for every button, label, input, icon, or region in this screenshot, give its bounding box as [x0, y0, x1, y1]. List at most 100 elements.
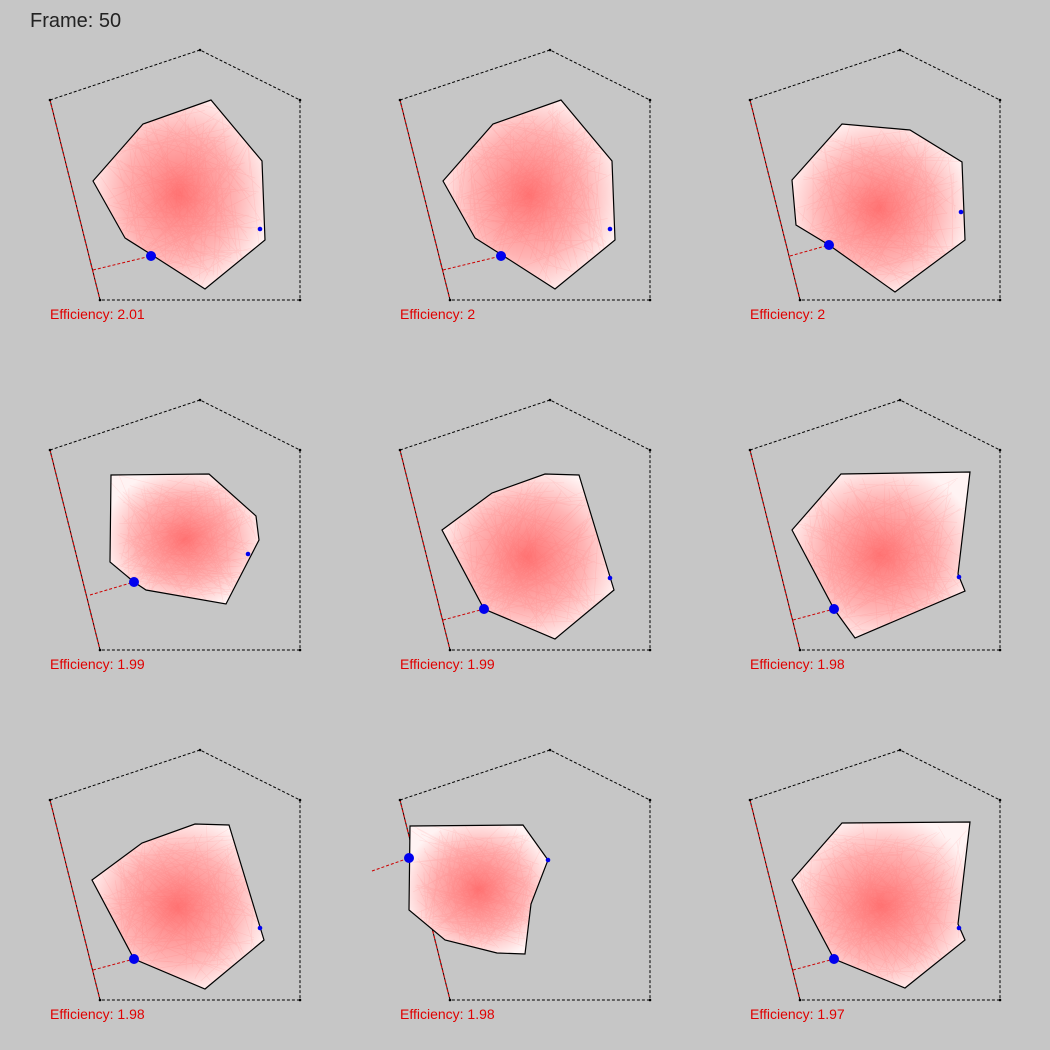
vertex-dot [298, 98, 302, 102]
vertex-dot [648, 798, 652, 802]
active-edge [399, 799, 451, 1001]
active-edge [749, 799, 801, 1001]
vertex-dot [998, 298, 1002, 302]
agent-marker [146, 251, 156, 261]
particle-hull [791, 821, 971, 989]
efficiency-label: Efficiency: 1.98 [50, 1006, 145, 1022]
target-marker [245, 551, 251, 557]
target-marker [607, 575, 613, 581]
leash-line [92, 958, 135, 971]
container-pentagon [399, 49, 651, 301]
particle-hull [91, 823, 265, 990]
target-marker [956, 574, 962, 580]
efficiency-label: Efficiency: 1.98 [750, 656, 845, 672]
vertex-dot [548, 48, 552, 52]
vertex-dot [898, 48, 902, 52]
vertex-dot [998, 998, 1002, 1002]
vertex-dot [198, 748, 202, 752]
vertex-dot [548, 748, 552, 752]
particle-hull [441, 473, 615, 640]
trajectory-cloud [110, 474, 258, 604]
efficiency-label: Efficiency: 2.01 [50, 306, 145, 322]
vertex-dot [298, 798, 302, 802]
particle-region [409, 825, 548, 954]
vertex-dot [998, 98, 1002, 102]
leash-line [442, 608, 485, 621]
simulation-panel: Efficiency: 1.98 [700, 350, 1030, 680]
container-pentagon [749, 49, 1001, 301]
particle-region [792, 124, 965, 292]
vertex-dot [998, 648, 1002, 652]
efficiency-label: Efficiency: 1.97 [750, 1006, 845, 1022]
panel-canvas [48, 748, 302, 1002]
efficiency-label: Efficiency: 1.99 [400, 656, 495, 672]
vertex-dot [548, 398, 552, 402]
vertex-dot [198, 398, 202, 402]
agent-marker [829, 604, 839, 614]
panel-canvas [48, 398, 302, 652]
vertex-dot [648, 448, 652, 452]
target-marker [956, 925, 962, 931]
vertex-dot [798, 648, 802, 652]
target-marker [257, 226, 263, 232]
panel-canvas [398, 398, 652, 652]
vertex-dot [98, 998, 102, 1002]
efficiency-label: Efficiency: 2 [750, 306, 826, 322]
active-edge [399, 449, 451, 651]
vertex-dot [48, 98, 52, 102]
vertex-dot [648, 648, 652, 652]
vertex-dot [998, 448, 1002, 452]
particle-region [92, 824, 264, 989]
panel-canvas [748, 398, 1002, 652]
leash-line [789, 244, 830, 257]
vertex-dot [298, 298, 302, 302]
active-edge [49, 799, 101, 1001]
panel-canvas [371, 748, 652, 1002]
agent-marker [824, 240, 834, 250]
panel-canvas [398, 48, 652, 302]
vertex-dot [398, 98, 402, 102]
leash-line [442, 255, 502, 271]
simulation-panel: Efficiency: 2 [350, 0, 680, 330]
particle-region [442, 474, 614, 639]
leash-line [89, 581, 135, 596]
efficiency-label: Efficiency: 1.99 [50, 656, 145, 672]
agent-marker [404, 853, 414, 863]
particle-region [792, 822, 970, 988]
frame-counter: Frame: 50 [30, 10, 122, 32]
vertex-dot [448, 298, 452, 302]
trajectory-cloud [443, 474, 610, 639]
particle-hull [442, 99, 616, 290]
particle-region [110, 474, 259, 604]
active-edge [749, 449, 801, 651]
vertex-dot [648, 998, 652, 1002]
vertex-dot [798, 298, 802, 302]
vertex-dot [298, 648, 302, 652]
particle-hull [92, 99, 266, 290]
container-pentagon [399, 399, 651, 651]
particle-hull [791, 471, 971, 639]
efficiency-label: Efficiency: 2 [400, 306, 476, 322]
container-pentagon [49, 399, 301, 651]
trajectory-cloud [92, 824, 264, 989]
simulation-panel: Efficiency: 2 [700, 0, 1030, 330]
vertex-dot [48, 798, 52, 802]
particle-hull [791, 123, 966, 293]
simulation-panel: Efficiency: 1.97 [700, 700, 1030, 1030]
particle-region [93, 100, 265, 289]
vertex-dot [748, 798, 752, 802]
vertex-dot [448, 648, 452, 652]
vertex-dot [898, 748, 902, 752]
container-pentagon [49, 49, 301, 301]
leash-line [371, 857, 410, 872]
simulation-panel: Efficiency: 1.99 [0, 350, 330, 680]
agent-marker [479, 604, 489, 614]
panel-canvas [748, 748, 1002, 1002]
target-marker [545, 857, 551, 863]
vertex-dot [298, 448, 302, 452]
particle-hull [408, 824, 549, 955]
active-edge [49, 449, 101, 651]
agent-marker [829, 954, 839, 964]
agent-marker [496, 251, 506, 261]
container-pentagon [399, 749, 651, 1001]
